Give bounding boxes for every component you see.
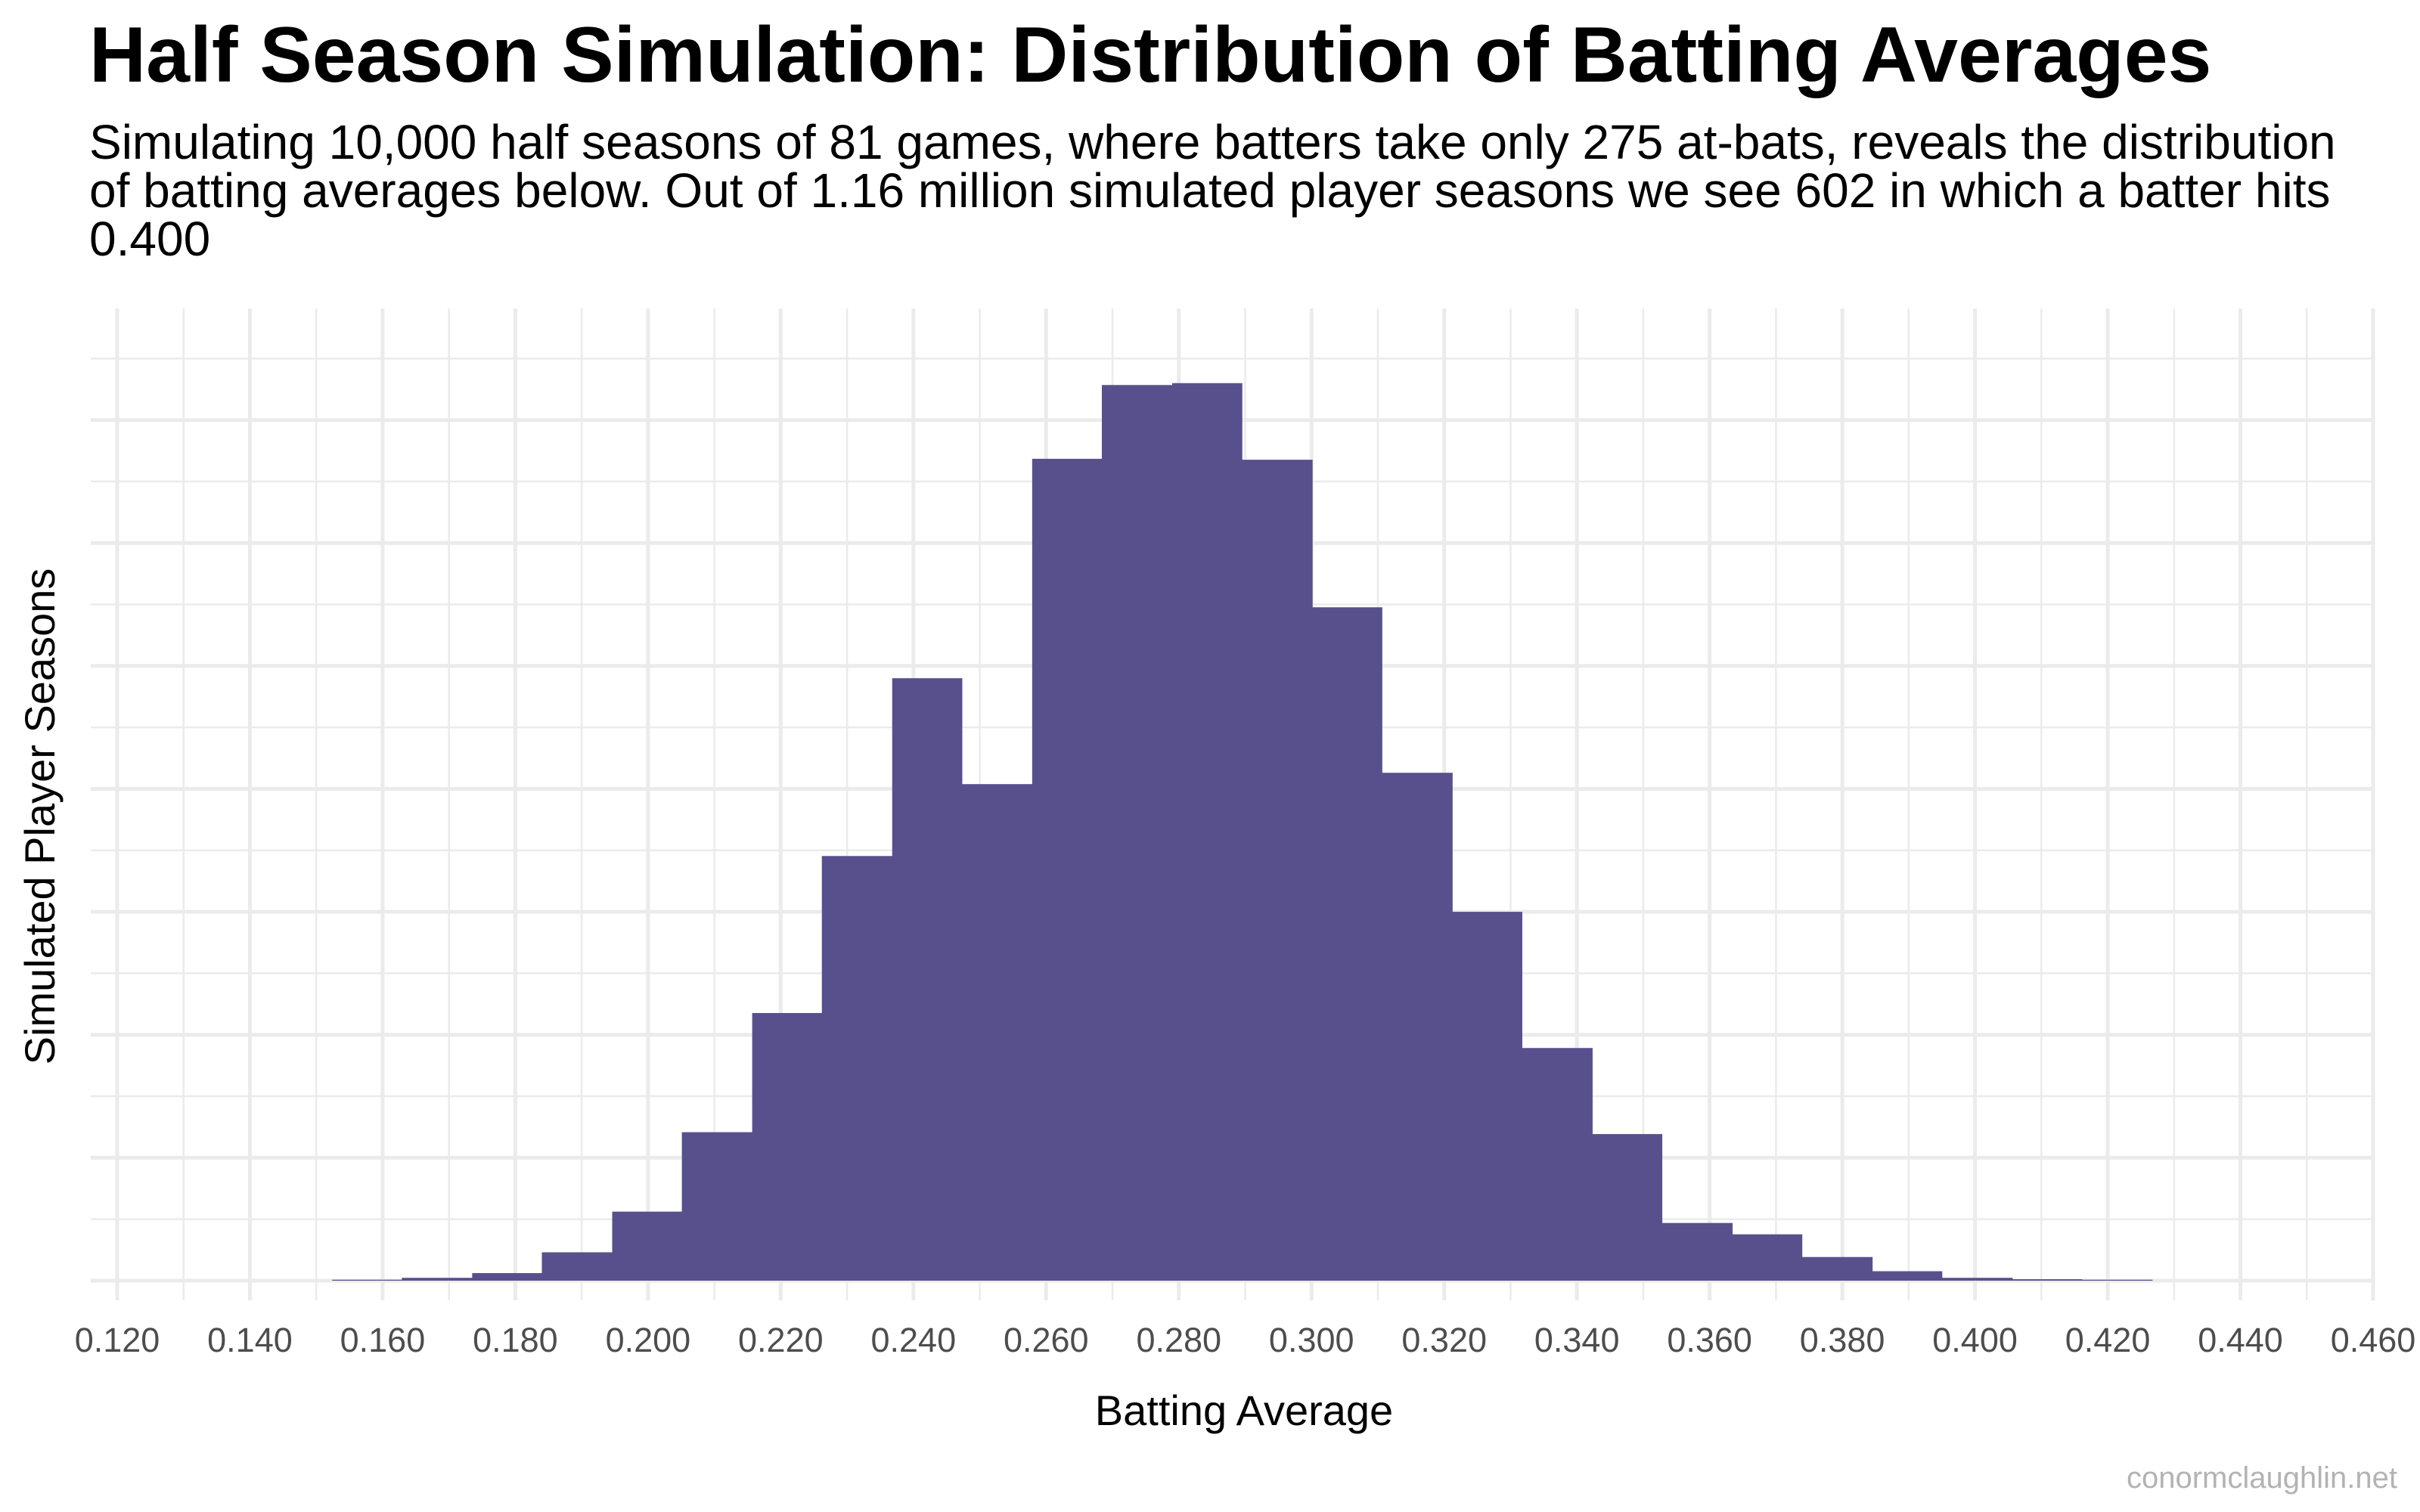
histogram-bar: [1801, 1256, 1873, 1281]
histogram-bar: [1171, 383, 1243, 1281]
x-tick-label: 0.380: [1800, 1321, 1885, 1359]
histogram-bar: [2012, 1279, 2083, 1281]
x-tick-label: 0.140: [207, 1321, 293, 1359]
histogram-bar: [1452, 912, 1522, 1281]
histogram-bar: [1872, 1271, 1943, 1281]
x-tick-label: 0.120: [75, 1321, 160, 1359]
histogram-bar: [2081, 1279, 2153, 1281]
histogram-bar: [1101, 385, 1173, 1281]
histogram-bar: [1592, 1134, 1663, 1281]
histogram-bar: [1522, 1048, 1593, 1281]
x-axis-title: Batting Average: [1095, 1387, 1393, 1434]
histogram-bar: [1032, 458, 1103, 1281]
x-tick-label: 0.400: [1932, 1321, 2018, 1359]
x-tick-label: 0.420: [2065, 1321, 2151, 1359]
chart-subtitle: Simulating 10,000 half seasons of 81 gam…: [89, 115, 2336, 266]
histogram-bar: [1732, 1234, 1803, 1281]
x-tick-label: 0.160: [340, 1321, 426, 1359]
x-tick-label: 0.280: [1136, 1321, 1221, 1359]
x-tick-label: 0.200: [606, 1321, 691, 1359]
x-tick-label: 0.260: [1004, 1321, 1089, 1359]
x-tick-label: 0.320: [1401, 1321, 1487, 1359]
x-tick-label: 0.180: [473, 1321, 558, 1359]
histogram-bar: [332, 1279, 402, 1281]
x-tick-label: 0.360: [1667, 1321, 1752, 1359]
histogram-bar: [541, 1252, 613, 1281]
x-tick-label: 0.300: [1269, 1321, 1354, 1359]
histogram-bar: [472, 1272, 543, 1281]
histogram-bar: [961, 784, 1033, 1281]
histogram-bars: [332, 383, 2153, 1281]
histogram-bar: [1382, 773, 1453, 1281]
chart-title: Half Season Simulation: Distribution of …: [89, 11, 2212, 99]
y-axis-title: Simulated Player Seasons: [16, 569, 64, 1065]
histogram-bar: [821, 856, 893, 1281]
x-tick-label: 0.240: [871, 1321, 957, 1359]
histogram-bar: [1312, 607, 1382, 1281]
histogram-bar: [402, 1278, 473, 1281]
histogram-bar: [752, 1012, 823, 1281]
x-tick-label: 0.440: [2198, 1321, 2283, 1359]
histogram-bar: [1242, 460, 1313, 1281]
histogram-bar: [1941, 1278, 2013, 1281]
watermark: conormclaughlin.net: [2127, 1461, 2397, 1495]
x-axis-ticks: 0.120 0.140 0.160 0.180 0.200 0.220 0.240 0.260…: [75, 1321, 2416, 1359]
histogram-bar: [612, 1211, 683, 1281]
histogram-bar: [681, 1132, 753, 1281]
x-tick-label: 0.460: [2331, 1321, 2416, 1359]
x-tick-label: 0.220: [738, 1321, 824, 1359]
x-tick-label: 0.340: [1534, 1321, 1620, 1359]
histogram-bar: [892, 678, 963, 1281]
histogram-bar: [1661, 1222, 1733, 1281]
